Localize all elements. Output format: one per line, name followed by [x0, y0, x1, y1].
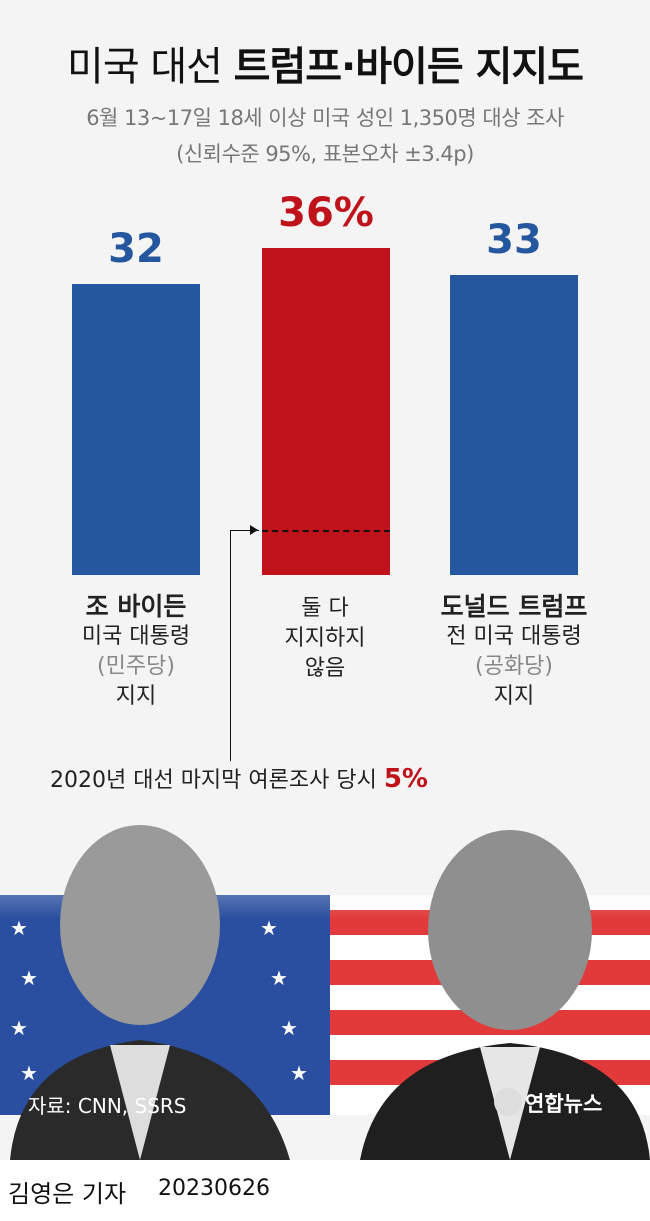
- category-label-neither: 둘 다 지지하지 않음: [235, 594, 415, 684]
- bar: [450, 275, 578, 575]
- annotation-dotted-line: [262, 529, 390, 532]
- title-bold: 트럼프·바이든 지지도: [233, 44, 584, 90]
- cat-line: 전 미국 대통령: [446, 624, 582, 649]
- annotation-text: 2020년 대선 마지막 여론조사 당시: [50, 768, 377, 793]
- category-label-trump: 도널드 트럼프 전 미국 대통령 (공화당) 지지: [424, 592, 604, 712]
- source-text: 자료: CNN, SSRS: [28, 1094, 186, 1118]
- yonhap-logo: 연합뉴스: [525, 1092, 602, 1116]
- bar: [72, 284, 200, 575]
- cat-line: 도널드 트럼프: [440, 592, 588, 621]
- arrow-icon: [250, 524, 258, 535]
- chart-title: 미국 대선 트럼프·바이든 지지도: [0, 34, 650, 92]
- subtitle-line-1: 6월 13~17일 18세 이상 미국 성인 1,350명 대상 조사: [86, 106, 564, 130]
- category-label-biden: 조 바이든 미국 대통령 (민주당) 지지: [46, 592, 226, 712]
- annotation-value: 5%: [383, 764, 428, 794]
- byline-date: 20230626: [158, 1176, 270, 1201]
- cat-line: 지지하지: [284, 626, 366, 651]
- yonhap-logo-icon: [494, 1088, 522, 1116]
- cat-line: 지지: [493, 684, 535, 709]
- title-light: 미국 대선: [67, 44, 223, 90]
- cat-line: 미국 대통령: [81, 624, 191, 649]
- photo-illustration: ★★★★★★★★ 자료: CNN, SSRS 연합뉴스: [0, 815, 650, 1160]
- bar-value-label: 36%: [278, 190, 374, 236]
- cat-line: 둘 다: [301, 596, 349, 621]
- annotation-leader-line: [230, 529, 259, 761]
- cat-line: (공화당): [475, 654, 553, 679]
- bar: [262, 248, 390, 575]
- footer: 김영은 기자 20230626: [0, 1160, 650, 1221]
- bar-value-label: 33: [486, 217, 542, 264]
- cat-line: (민주당): [97, 654, 175, 679]
- cat-line: 지지: [115, 684, 157, 709]
- candidate-photo: ★★★★★★★★ 자료: CNN, SSRS 연합뉴스: [0, 815, 650, 1160]
- annotation: 2020년 대선 마지막 여론조사 당시 5%: [50, 762, 428, 794]
- subtitle-line-2: (신뢰수준 95%, 표본오차 ±3.4p): [176, 142, 474, 166]
- bar-value-label: 32: [108, 226, 164, 273]
- cat-line: 조 바이든: [85, 592, 187, 621]
- byline-author: 김영은 기자: [8, 1180, 127, 1208]
- cat-line: 않음: [304, 656, 346, 681]
- biden-silhouette: [10, 825, 290, 1160]
